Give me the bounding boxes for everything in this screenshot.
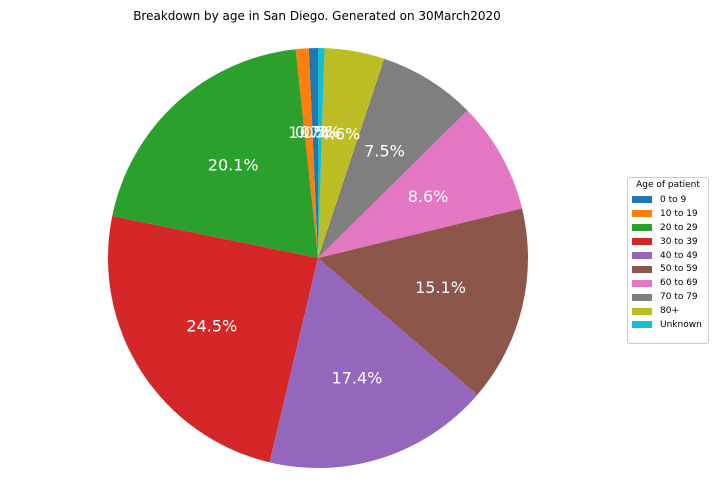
pie-slice-10-to-19 [295,48,318,259]
legend-title: Age of patient [636,180,700,190]
chart-title: Breakdown by age in San Diego. Generated… [133,9,501,23]
legend-label: 70 to 79 [660,292,698,303]
legend-item: 10 to 19 [632,207,704,221]
legend-item: 80+ [632,304,704,318]
legend-item: 30 to 39 [632,235,704,249]
pie-slice-50-to-59 [318,208,529,395]
pct-label-40-to-49: 17.4% [332,368,383,387]
legend-item: 0 to 9 [632,193,704,207]
pie-slice-70-to-79 [318,58,468,259]
pct-label-20-to-29: 20.1% [208,155,259,174]
legend-items: 0 to 9 10 to 19 20 to 29 30 to 39 40 to 49 50… [632,193,704,332]
pct-label-unknown: 0.5% [300,123,341,142]
legend-label: Unknown [660,319,702,330]
legend-item: 60 to 69 [632,276,704,290]
pct-label-80-: 4.6% [320,124,361,143]
legend-label: 20 to 29 [660,222,698,233]
pie-slice-unknown [318,48,325,258]
legend-item: 70 to 79 [632,290,704,304]
legend-label: 50 to 59 [660,264,698,275]
legend-swatch [632,238,652,246]
pie-slice-20-to-29 [112,49,318,258]
legend-swatch [632,210,652,218]
legend-label: 0 to 9 [660,194,687,205]
legend-swatch [632,321,652,329]
pie-slice-60-to-69 [318,110,523,258]
pct-label-70-to-79: 7.5% [364,141,405,160]
pie-slice-40-to-49 [269,258,478,468]
legend-label: 60 to 69 [660,278,698,289]
legend-label: 80+ [660,306,679,317]
legend-item: 50 to 59 [632,262,704,276]
legend-label: 10 to 19 [660,208,698,219]
legend-label: 30 to 39 [660,236,698,247]
legend-swatch [632,293,652,301]
legend-swatch [632,265,652,273]
pct-label-10-to-19: 1.0% [288,123,329,142]
legend-swatch [632,307,652,315]
pct-label-60-to-69: 8.6% [408,187,449,206]
legend-item: Unknown [632,318,704,332]
legend-item: 40 to 49 [632,249,704,263]
legend-swatch [632,224,652,232]
legend: Age of patient 0 to 9 10 to 19 20 to 29 30 … [627,177,709,344]
pie-slice-30-to-39 [107,216,318,463]
legend-label: 40 to 49 [660,250,698,261]
legend-swatch [632,252,652,259]
pct-label-50-to-59: 15.1% [415,278,466,297]
pie-slice-80- [318,48,385,258]
legend-swatch [632,279,652,287]
pct-label-30-to-39: 24.5% [186,316,237,335]
pie-slice-0-to-9 [308,48,318,258]
pct-label-0-to-9: 0.7% [295,123,336,142]
legend-item: 20 to 29 [632,221,704,235]
legend-swatch [632,196,652,204]
